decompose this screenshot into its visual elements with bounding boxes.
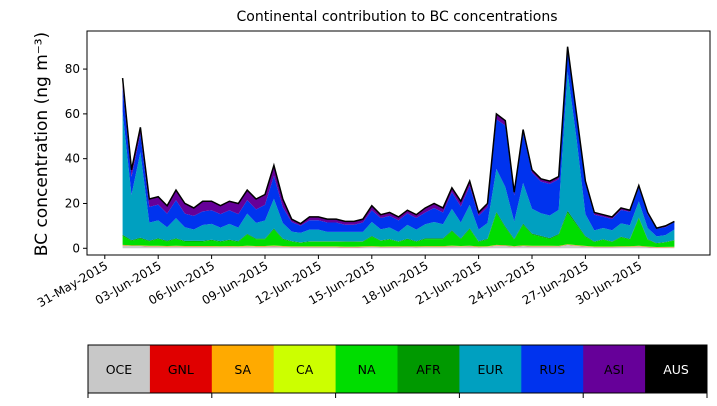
legend-label: ASI	[604, 362, 624, 377]
stacked-areas	[122, 46, 675, 249]
area-na	[122, 212, 675, 247]
area-sa	[122, 244, 675, 248]
legend-label: RUS	[539, 362, 565, 377]
y-tick-label: 80	[65, 62, 80, 76]
total-line-group	[121, 46, 675, 229]
legend-swatch	[335, 345, 398, 393]
y-tick-label: 40	[65, 152, 80, 166]
y-tick-label: 20	[65, 196, 80, 210]
total-line	[121, 46, 675, 229]
legend-swatch	[211, 345, 275, 393]
legend-label: SA	[234, 362, 251, 377]
legend-label: EUR	[477, 362, 503, 377]
legend-label: AFR	[416, 362, 441, 377]
y-axis: 0 20 40 60 80	[65, 62, 87, 255]
area-rus	[122, 48, 675, 237]
plot-frame	[86, 30, 711, 256]
legend-label: NA	[358, 362, 376, 377]
legend-label: OCE	[106, 362, 133, 377]
legend-swatch	[645, 345, 708, 393]
legend-frame	[87, 344, 708, 394]
legend-label: CA	[296, 362, 314, 377]
legend-colorbar: OCE GNL SA CA NA AFR EUR RUS ASI AUS	[87, 344, 708, 398]
y-tick-label: 60	[65, 107, 80, 121]
legend-swatch	[583, 345, 646, 393]
chart-title: Continental contribution to BC concentra…	[236, 9, 557, 25]
area-gnl	[122, 244, 675, 248]
x-axis: 31-May-201503-Jun-201506-Jun-201509-Jun-…	[35, 255, 644, 310]
y-tick-label: 0	[72, 241, 80, 255]
area-afr	[122, 210, 675, 244]
area-oce	[122, 244, 675, 249]
legend-swatch	[521, 345, 584, 393]
y-axis-label: BC concentration (ng m⁻³)	[32, 32, 52, 256]
legend-swatch	[459, 345, 522, 393]
area-ca	[122, 244, 675, 248]
area-eur	[122, 71, 675, 244]
legend-swatch	[397, 345, 460, 393]
legend-swatch	[273, 345, 337, 393]
legend-label: AUS	[663, 362, 689, 377]
legend-swatch	[88, 345, 151, 393]
legend-label: GNL	[168, 362, 194, 377]
legend-swatch	[149, 345, 213, 393]
